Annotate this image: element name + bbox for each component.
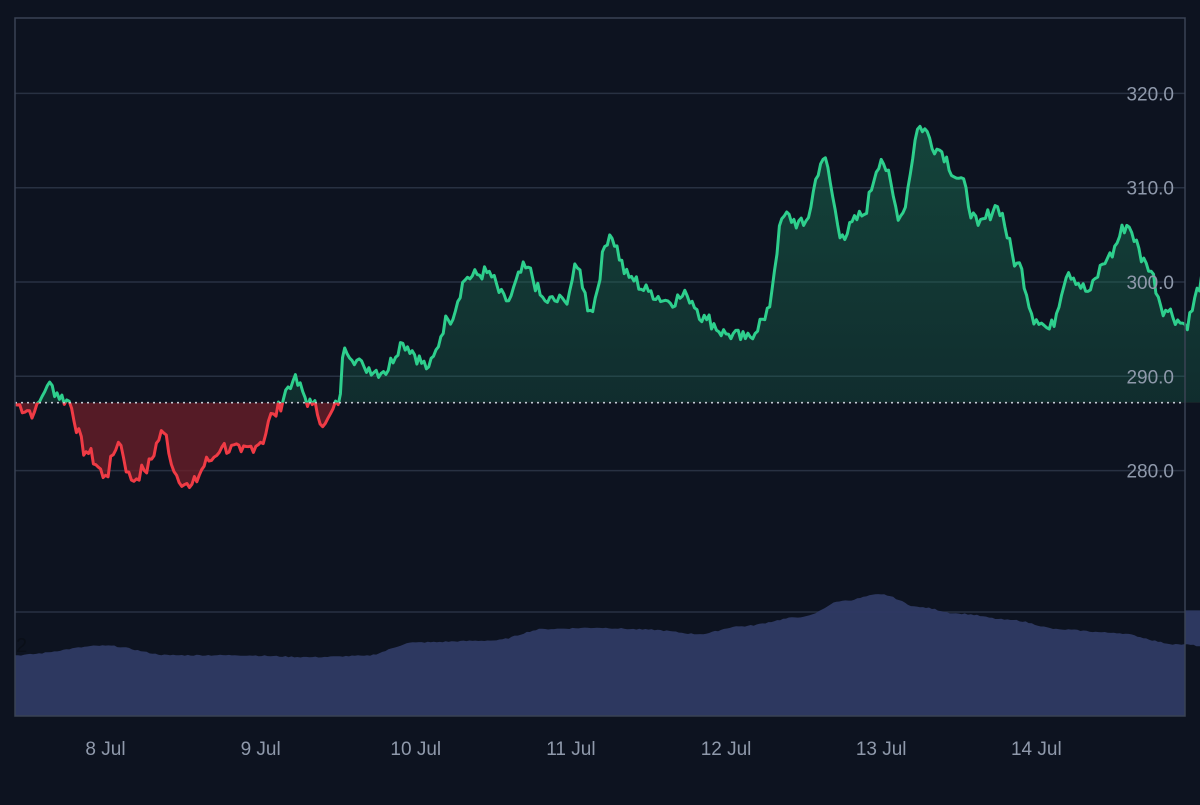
- x-tick-label: 9 Jul: [241, 739, 281, 760]
- price-area-down: [15, 402, 1200, 488]
- x-tick-label: 12 Jul: [701, 739, 752, 760]
- volume-scale-label: 2: [16, 635, 27, 657]
- volume-area: [15, 594, 1200, 716]
- x-tick-label: 13 Jul: [856, 739, 907, 760]
- y-tick-label: 290.0: [1126, 367, 1174, 388]
- plot-frame: [14, 17, 1186, 717]
- x-tick-label: 14 Jul: [1011, 739, 1062, 760]
- x-tick-label: 11 Jul: [546, 739, 595, 760]
- y-tick-label: 320.0: [1126, 84, 1174, 105]
- y-axis-labels: 280.0 290.0 300.0 310.0 320.0: [1126, 84, 1174, 482]
- y-tick-label: 310.0: [1126, 179, 1174, 200]
- price-line-up: [35, 124, 1200, 403]
- price-series: [14, 124, 1200, 489]
- y-tick-label: 280.0: [1126, 462, 1174, 483]
- volume-histogram: [15, 594, 1200, 716]
- x-tick-label: 10 Jul: [390, 739, 441, 760]
- x-axis-labels: 8 Jul 9 Jul 10 Jul 11 Jul 12 Jul 13 Jul 14 Jul: [85, 739, 1061, 760]
- y-tick-label: 300.0: [1126, 273, 1174, 294]
- price-area-up: [38, 126, 1200, 403]
- x-tick-label: 8 Jul: [85, 739, 125, 760]
- price-line-down: [14, 402, 341, 489]
